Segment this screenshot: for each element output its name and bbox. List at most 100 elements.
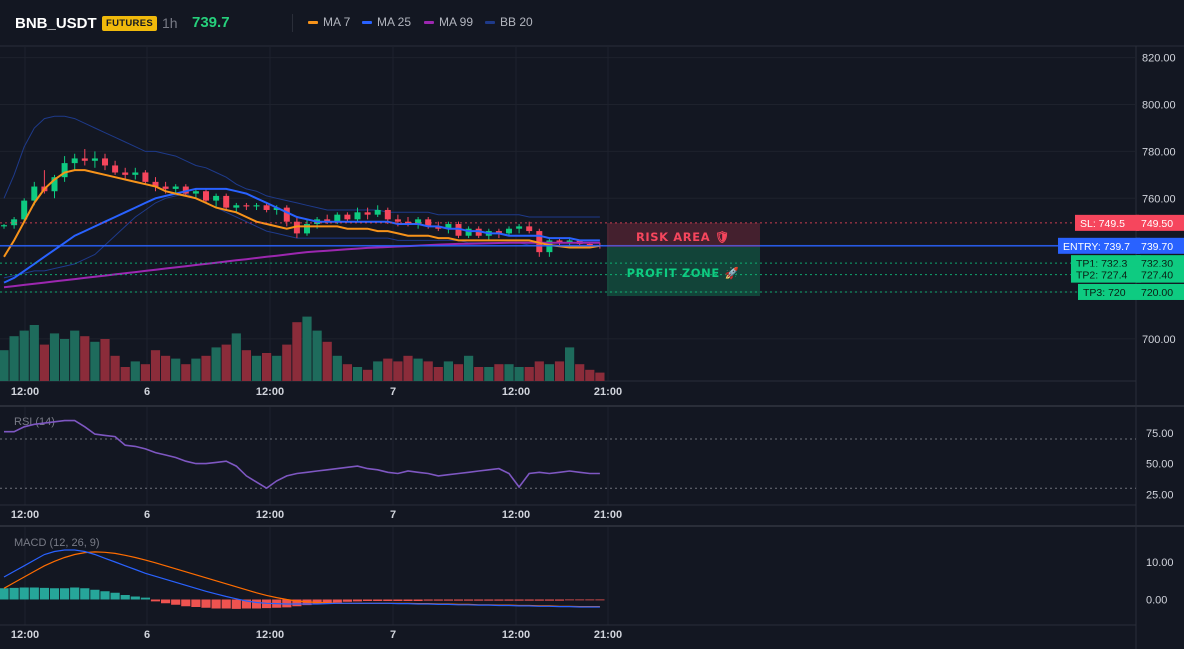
volume-bar [241,350,251,381]
time-label-1: 12:00 [11,509,39,521]
volume-bar [90,341,100,381]
candle-body [324,219,331,222]
symbol-name[interactable]: BNB_USDT [15,15,97,32]
volume-bar [363,369,373,381]
candle-body [253,205,260,207]
legend-ma25[interactable]: MA 25 [362,15,411,29]
volume-bar [423,361,433,381]
macd-hist-bar [352,599,363,602]
time-label-1: 6 [144,509,150,521]
macd-hist-bar [342,599,352,602]
timeframe-label[interactable]: 1h [162,15,178,31]
volume-bar [171,358,181,381]
candle-body [81,158,88,161]
time-label-2: 12:00 [256,629,284,641]
tp3-tag-label: TP3: 720 [1083,287,1126,299]
candle-body [51,177,58,192]
ma99-swatch-icon [424,20,434,24]
volume-bar [332,355,342,381]
rsi-tick-label: 75.00 [1146,428,1174,440]
trade-zones: RISK AREA 🛡 PROFIT ZONE 🚀 [607,223,760,296]
candle-body [283,207,290,222]
volume-bar [342,364,352,381]
candle-body [374,209,381,215]
moving-averages [3,169,601,289]
tp3-tag-value-bg [1136,283,1184,300]
macd-hist-bar [413,599,423,601]
candle-body [586,243,593,246]
chart-grid [0,45,1184,649]
macd-hist-bar [373,599,383,601]
volume-bar [383,358,393,381]
macd-hist-bar [171,599,181,605]
volume-bar [29,325,39,381]
candle-body [61,163,68,178]
time-label-2: 7 [390,629,396,641]
candle-body [384,209,391,220]
volume-bar [140,364,150,381]
volume-bar [19,330,29,381]
tp2-tag-label-bg [1071,266,1141,283]
volume-bar [39,344,49,381]
volume-bar [373,361,383,381]
legend-bb20[interactable]: BB 20 [485,15,533,29]
header-divider [292,14,293,32]
volume-bar [191,358,201,381]
tp3-tag-label-bg [1078,283,1136,300]
candle-body [122,172,129,175]
ma25-swatch-icon [362,20,372,24]
candle-body [435,226,442,229]
candle-body [182,186,189,194]
last-price: 739.7 [192,14,230,31]
macd-hist-bar [49,588,60,600]
macd-tick-label: 10.00 [1146,557,1174,569]
legend-ma7[interactable]: MA 7 [308,15,350,29]
volume-bar [211,347,221,381]
volume-bar [272,355,282,381]
macd-hist-bar [474,599,484,601]
macd-hist-bar [120,595,130,600]
candle-body [516,226,523,229]
entry-tag-value-bg [1136,237,1184,254]
legend-ma99[interactable]: MA 99 [424,15,473,29]
macd-hist-bar [191,599,201,607]
candle-body [445,224,452,229]
candle-body [526,226,533,232]
sl-tag-value: 749.50 [1141,218,1173,230]
profit-zone-label: PROFIT ZONE 🚀 [627,266,740,280]
candle-body [475,228,482,236]
time-axes[interactable]: 12:00 6 12:00 7 12:00 21:00 12:00 6 12:00 7 12:00 2… [11,386,622,641]
macd-hist-bar [39,587,49,600]
macd-hist-bar [524,599,534,601]
sl-tag-value-bg [1136,214,1184,231]
volume-bar [403,355,413,381]
candle-body [566,240,573,243]
volume-bar [49,333,60,381]
macd-hist-bar [80,588,90,600]
volume-bar [302,316,312,381]
candle-body [556,240,563,243]
macd-hist-bar [393,599,403,601]
volume-bar [504,364,514,381]
rsi-pane[interactable]: RSI (14) 25.00 50.00 75.00 [0,416,1174,501]
volume-bar [60,339,70,381]
macd-pane[interactable]: MACD (12, 26, 9) 0.00 10.00 [0,537,1174,609]
time-label-1: 21:00 [594,509,622,521]
candle-body [263,205,270,210]
candle-body [506,228,512,234]
macd-hist-bar [322,599,332,604]
candle-body [1,225,7,227]
candle-body [152,181,159,187]
volume-bar [201,355,211,381]
sl-tag-label: SL: 749.5 [1080,218,1125,230]
macd-hist-bar [514,599,524,601]
candle-body [162,186,169,189]
macd-hist-bar [201,599,211,608]
macd-hist-bar [484,599,494,601]
macd-hist-bar [494,599,504,601]
candle-body [233,205,240,208]
volume-bar [251,355,262,381]
macd-hist-bar [110,592,120,600]
